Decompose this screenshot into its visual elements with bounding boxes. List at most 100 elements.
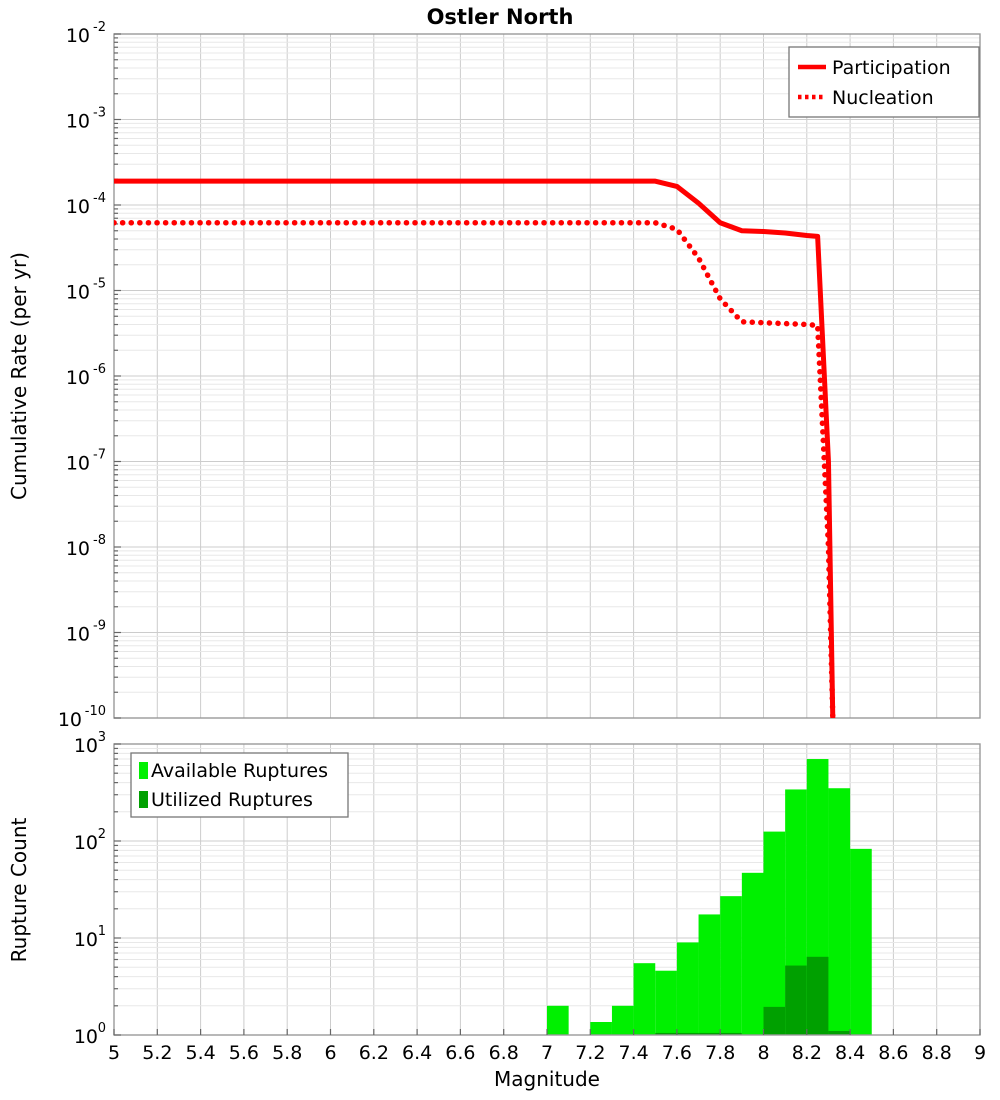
top-ytick-10-6: 10 -6 — [66, 362, 106, 389]
svg-text:0: 0 — [98, 1021, 106, 1036]
bar-utilized — [720, 1032, 742, 1035]
top-panel-y-axis-label: Cumulative Rate (per yr) — [7, 252, 31, 500]
bottom-ytick-102: 10 2 — [74, 827, 106, 854]
bottom-legend-box — [130, 752, 349, 818]
xtick-label-5: 5 — [108, 1042, 120, 1064]
bottom-ytick-101: 10 1 — [74, 924, 106, 951]
xtick-label-7: 7 — [541, 1042, 553, 1064]
bar-available — [655, 970, 677, 1035]
svg-text:10: 10 — [66, 111, 90, 133]
svg-text:10: 10 — [66, 282, 90, 304]
top-panel-gridlines — [113, 33, 981, 719]
xtick-label-7.4: 7.4 — [618, 1042, 648, 1064]
bar-utilized — [676, 1032, 699, 1035]
bar-available — [720, 896, 742, 1035]
bottom-panel-x-axis-label: Magnitude — [494, 1067, 600, 1091]
bar-utilized — [785, 965, 807, 1035]
svg-text:10: 10 — [66, 25, 90, 47]
svg-text:-9: -9 — [93, 619, 106, 634]
xtick-label-7.6: 7.6 — [662, 1042, 692, 1064]
xtick-label-9: 9 — [974, 1042, 986, 1064]
svg-text:-4: -4 — [93, 191, 106, 206]
bar-utilized — [763, 1006, 786, 1035]
bar-available — [633, 963, 656, 1035]
svg-text:10: 10 — [66, 538, 90, 560]
legend-label-participation: Participation — [832, 57, 951, 79]
bar-available — [698, 914, 721, 1035]
svg-text:-7: -7 — [93, 448, 106, 463]
legend-label-utilized: Utilized Ruptures — [151, 789, 313, 811]
xtick-label-6.4: 6.4 — [402, 1042, 432, 1064]
bar-available — [676, 942, 699, 1035]
svg-text:10: 10 — [58, 709, 82, 731]
bar-utilized — [655, 1032, 677, 1035]
cumulative-rate-panel: 10-210-310-410-510-610-710-810-910-10 Cu… — [7, 20, 981, 731]
legend-swatch-utilized — [139, 791, 148, 808]
xtick-label-6.6: 6.6 — [445, 1042, 475, 1064]
bottom-panel-bars — [547, 759, 872, 1035]
svg-text:10: 10 — [74, 735, 98, 757]
bottom-panel-ticks — [113, 743, 981, 1036]
svg-text:-6: -6 — [93, 362, 106, 377]
bar-available — [611, 1005, 634, 1035]
top-ytick-10-10: 10 -10 — [58, 704, 106, 731]
bar-utilized — [806, 956, 829, 1035]
bottom-panel-legend[interactable]: Available Ruptures Utilized Ruptures — [130, 752, 349, 818]
svg-text:10: 10 — [74, 929, 98, 951]
xtick-label-6.2: 6.2 — [359, 1042, 389, 1064]
bar-available — [850, 848, 872, 1035]
svg-text:2: 2 — [98, 827, 106, 842]
bottom-panel-y-axis-label: Rupture Count — [7, 817, 31, 962]
xtick-label-8.2: 8.2 — [792, 1042, 822, 1064]
bottom-ytick-100: 10 0 — [74, 1021, 106, 1048]
xtick-label-5.8: 5.8 — [272, 1042, 302, 1064]
top-ytick-10-3: 10 -3 — [66, 106, 106, 133]
svg-text:-3: -3 — [93, 106, 106, 121]
bar-available — [763, 831, 786, 1035]
xtick-label-5.2: 5.2 — [142, 1042, 172, 1064]
top-ytick-10-5: 10 -5 — [66, 277, 106, 304]
xtick-label-5.4: 5.4 — [185, 1042, 215, 1064]
curve-participation — [114, 178, 836, 718]
top-ytick-10-7: 10 -7 — [66, 448, 106, 475]
xtick-label-8: 8 — [757, 1042, 769, 1064]
xtick-label-7.2: 7.2 — [575, 1042, 605, 1064]
top-panel-legend[interactable]: Participation Nucleation — [788, 46, 980, 118]
bar-available — [828, 788, 851, 1035]
xtick-label-8.6: 8.6 — [878, 1042, 908, 1064]
legend-label-nucleation: Nucleation — [832, 87, 934, 109]
xtick-label-5.6: 5.6 — [229, 1042, 259, 1064]
xtick-label-8.4: 8.4 — [835, 1042, 865, 1064]
svg-text:10: 10 — [74, 832, 98, 854]
bottom-panel-x-tick-labels: 5 5.2 5.4 5.6 5.8 6 6.2 6.4 6.6 6.8 7 7.2 7.4 7.6 7.8 8… — [108, 1042, 986, 1064]
bar-utilized — [698, 1032, 721, 1035]
bar-available — [741, 872, 764, 1035]
bottom-ytick-103: 10 3 — [74, 730, 106, 757]
legend-swatch-available — [139, 762, 148, 779]
curve-nucleation — [114, 220, 836, 718]
bar-available — [590, 1022, 612, 1035]
svg-text:-5: -5 — [93, 277, 106, 292]
top-ytick-10-8: 10 -8 — [66, 533, 106, 560]
svg-text:-10: -10 — [85, 704, 106, 719]
svg-text:1: 1 — [98, 924, 106, 939]
svg-text:-2: -2 — [93, 20, 106, 35]
bar-utilized — [828, 1030, 851, 1035]
top-ytick-10-9: 10 -9 — [66, 619, 106, 646]
top-panel-curves — [114, 178, 836, 718]
svg-text:10: 10 — [74, 1026, 98, 1048]
xtick-label-6: 6 — [324, 1042, 336, 1064]
svg-text:3: 3 — [98, 730, 106, 745]
legend-label-available: Available Ruptures — [151, 760, 328, 782]
svg-text:10: 10 — [66, 196, 90, 218]
bar-available — [547, 1005, 569, 1035]
top-legend-box — [788, 46, 980, 118]
xtick-label-6.8: 6.8 — [489, 1042, 519, 1064]
top-ytick-10-2: 10 -2 — [66, 20, 106, 47]
page-title: Ostler North — [427, 5, 574, 29]
svg-text:10: 10 — [66, 367, 90, 389]
